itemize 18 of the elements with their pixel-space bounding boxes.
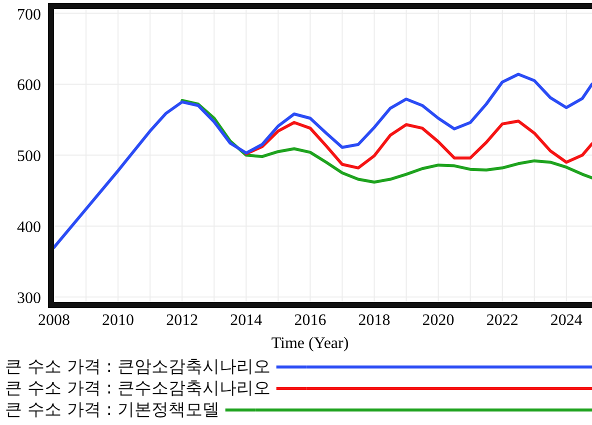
- y-tick-label: 700: [17, 6, 41, 24]
- y-tick-label: 600: [17, 77, 41, 94]
- x-tick-label: 2018: [358, 312, 390, 329]
- x-tick-label: 2010: [102, 312, 134, 329]
- x-tick-label: 2022: [486, 312, 518, 329]
- x-tick-label: 2016: [294, 312, 326, 329]
- x-tick-label: 2020: [422, 312, 454, 329]
- legend-label: 큰 수소 가격 : 큰수소감축시나리오: [5, 378, 270, 398]
- y-tick-label: 500: [17, 148, 41, 166]
- y-tick-label: 400: [17, 219, 41, 236]
- x-axis-title: Time (Year): [271, 335, 349, 352]
- x-tick-label: 2014: [230, 312, 262, 329]
- x-tick-label: 2024: [550, 312, 582, 329]
- legend-label: 큰 수소 가격 : 큰암소감축시나리오: [5, 357, 270, 377]
- legend-label: 큰 수소 가격 : 기본정책모델: [5, 400, 220, 420]
- y-tick-label: 300: [17, 290, 41, 308]
- x-tick-label: 2008: [38, 312, 70, 329]
- x-tick-label: 2012: [166, 312, 198, 329]
